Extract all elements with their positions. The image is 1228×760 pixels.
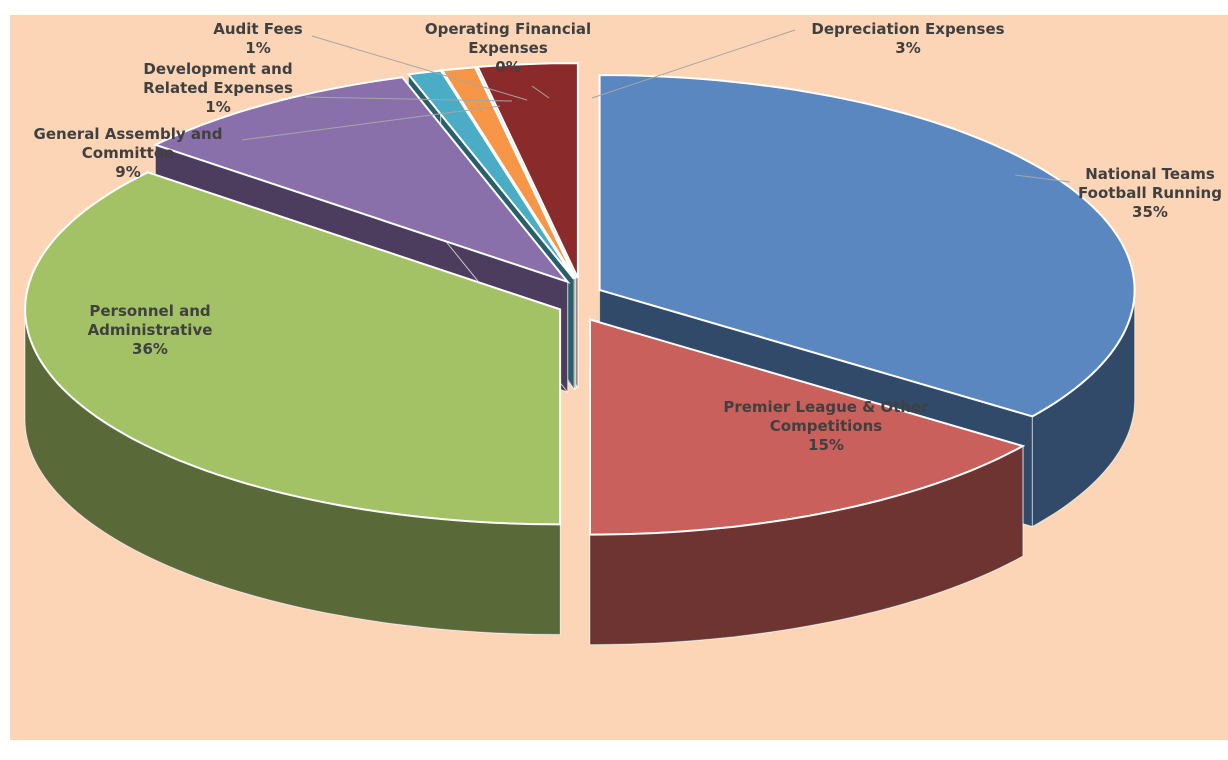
value-label: 3% [895,39,921,57]
data-label: National Teams Football Running 35% [1055,165,1228,222]
value-label: 35% [1132,203,1168,221]
slice [474,66,577,279]
leader-line [311,35,528,101]
leader-line [1014,174,1071,183]
slice [152,76,571,284]
leader-line [531,85,550,99]
slice [406,69,575,280]
slice-shade [1032,290,1135,527]
value-label: 0% [495,58,521,76]
slice [598,73,1136,418]
category-label: General Assembly and Committee [33,125,223,162]
data-label: Development and Related Expenses 1% [118,60,318,117]
data-label: Premier League & Other Competitions 15% [691,398,961,455]
value-label: 1% [205,98,231,116]
category-label: Development and Related Expenses [143,60,293,97]
slice [24,171,562,526]
slice [476,62,579,279]
value-label: 15% [808,436,844,454]
category-label: Depreciation Expenses [811,20,1005,38]
value-label: 9% [115,163,141,181]
category-label: Operating Financial Expenses [424,20,592,57]
slice [589,318,1026,536]
leader-line [305,96,513,102]
slice-shade [25,309,561,635]
data-label: General Assembly and Committee 9% [18,125,238,182]
data-label: Operating Financial Expenses 0% [403,20,613,77]
slice-shade [590,446,1023,645]
category-label: National Teams Football Running [1078,165,1222,202]
leader-line [591,29,796,99]
category-label: Personnel and Administrative [87,302,213,339]
data-label: Depreciation Expenses 3% [773,20,1043,58]
data-label: Personnel and Administrative 36% [65,302,235,359]
leader-line [241,105,501,141]
value-label: 36% [132,340,168,358]
value-label: 1% [245,39,271,57]
category-label: Premier League & Other Competitions [723,398,929,435]
category-label: Audit Fees [213,20,303,38]
data-label: Audit Fees 1% [203,20,313,58]
